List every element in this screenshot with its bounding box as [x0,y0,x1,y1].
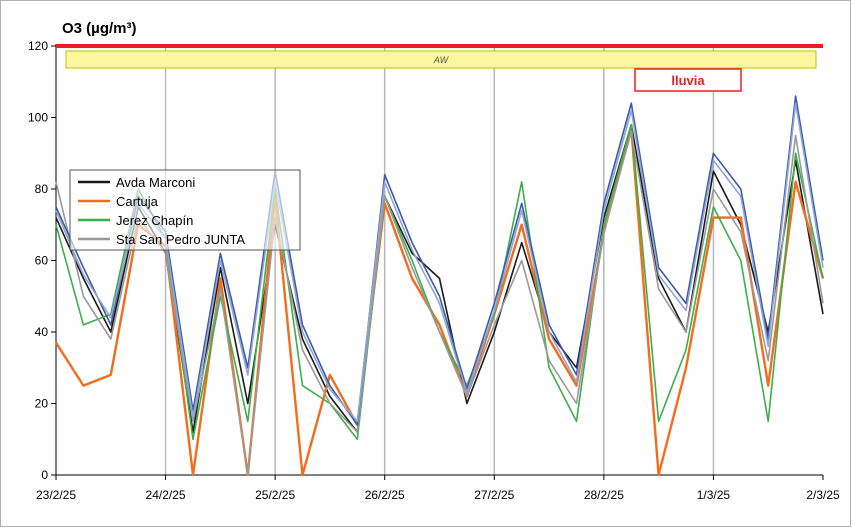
x-tick-label: 27/2/25 [474,488,514,502]
y-tick-label: 120 [28,39,48,53]
series-line [55,102,824,423]
lluvia-label: lluvia [671,73,705,88]
series-line [55,95,824,426]
aw-band [65,50,817,69]
x-tick-label: 25/2/25 [255,488,295,502]
series-line [55,131,824,476]
y-tick-label: 60 [35,254,49,268]
legend-label: Sta San Pedro JUNTA [116,232,245,247]
x-tick-label: 26/2/25 [365,488,405,502]
x-tick-label: 2/3/25 [806,488,840,502]
legend-label: Cartuja [116,194,159,209]
aw-band-label: AW [433,55,450,65]
legend-label: Jerez Chapín [116,213,193,228]
y-tick-label: 40 [35,325,49,339]
y-tick-label: 80 [35,182,49,196]
y-tick-label: 100 [28,111,48,125]
legend-label: Avda Marconi [116,175,195,190]
legend-box [69,169,301,251]
chart-title: O3 (µg/m³) [62,20,137,37]
x-tick-label: 28/2/25 [584,488,624,502]
lluvia-box [634,68,742,92]
y-tick-label: 20 [35,397,49,411]
x-tick-label: 23/2/25 [36,488,76,502]
x-tick-label: 1/3/25 [697,488,731,502]
series-line [54,126,825,477]
y-tick-label: 0 [41,468,48,482]
x-tick-label: 24/2/25 [146,488,186,502]
